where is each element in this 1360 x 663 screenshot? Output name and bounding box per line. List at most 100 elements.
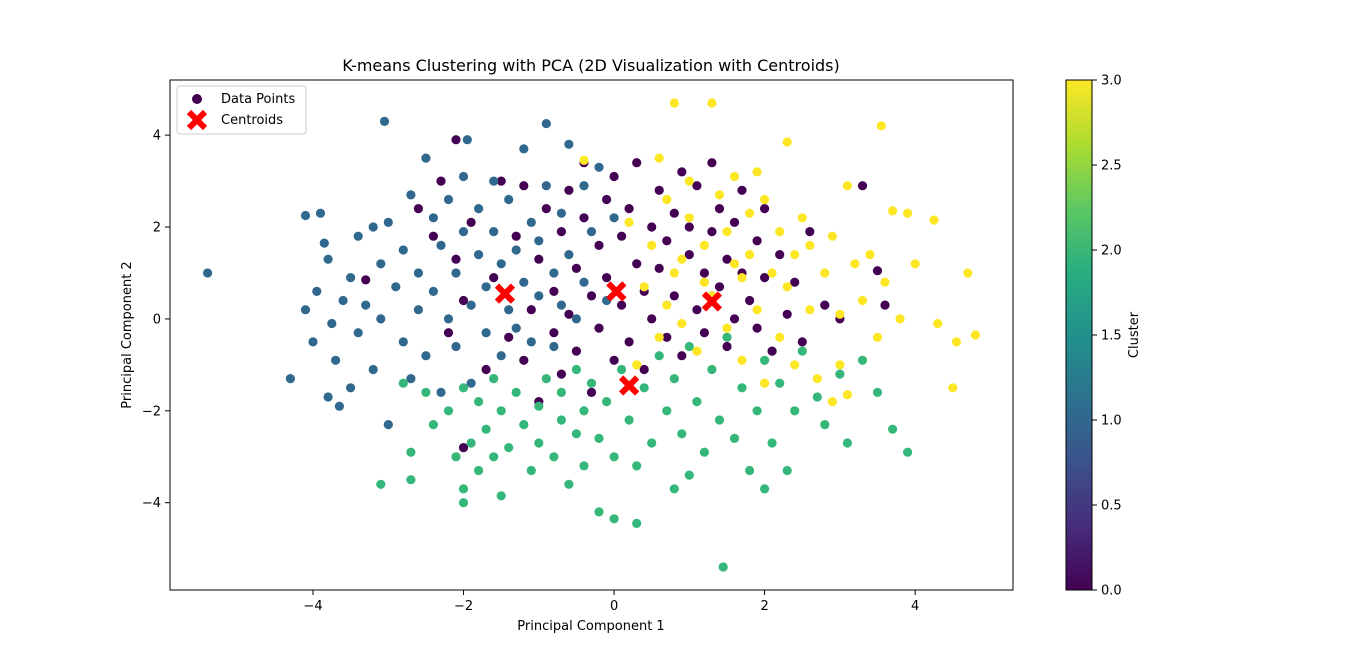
colorbar-tick-label: 0.0	[1101, 584, 1122, 599]
centroid-marker	[701, 291, 723, 312]
data-point	[669, 268, 679, 278]
data-point	[406, 475, 416, 485]
data-point	[639, 364, 649, 375]
data-point	[556, 387, 567, 397]
data-point	[624, 337, 634, 347]
data-point	[511, 231, 521, 241]
data-point	[443, 406, 454, 416]
data-point	[775, 250, 785, 260]
data-point	[602, 273, 612, 283]
y-tick-label: −4	[142, 496, 161, 511]
data-point	[760, 273, 770, 283]
data-point	[564, 139, 574, 149]
data-point	[722, 341, 732, 352]
data-point	[767, 438, 777, 448]
colorbar-tick-label: 2.0	[1101, 244, 1122, 259]
data-point	[443, 328, 454, 338]
data-point	[421, 153, 431, 163]
data-point	[398, 337, 408, 347]
data-point	[662, 194, 672, 205]
data-point	[300, 210, 311, 221]
data-point	[654, 263, 664, 273]
data-point	[406, 190, 416, 200]
data-point	[504, 332, 514, 342]
data-point	[586, 291, 597, 301]
data-point	[571, 364, 582, 375]
data-point	[624, 217, 634, 227]
data-point	[805, 305, 815, 315]
y-tick-label: 0	[153, 312, 161, 327]
data-point	[647, 222, 657, 232]
data-point	[609, 355, 619, 365]
data-point	[903, 208, 913, 218]
data-point	[722, 227, 732, 237]
legend-data-points-marker	[192, 94, 202, 104]
data-point	[729, 217, 740, 227]
data-point	[451, 268, 461, 278]
data-point	[319, 238, 329, 248]
data-point	[654, 185, 664, 195]
data-point	[609, 213, 619, 223]
data-point	[541, 204, 551, 214]
data-point	[790, 250, 800, 260]
data-point	[692, 346, 702, 356]
data-point	[699, 240, 710, 250]
data-point	[526, 305, 536, 315]
data-point	[677, 167, 687, 177]
data-point	[707, 227, 717, 237]
data-point	[805, 240, 815, 250]
data-point	[458, 227, 469, 237]
data-point	[842, 390, 853, 400]
data-point	[722, 254, 732, 264]
data-point	[526, 217, 536, 227]
data-point	[707, 158, 717, 168]
data-point	[579, 155, 589, 165]
data-point	[820, 268, 830, 278]
data-point	[496, 176, 506, 186]
data-point	[707, 98, 717, 108]
data-point	[383, 217, 393, 227]
data-point	[790, 406, 800, 416]
data-point	[458, 295, 469, 306]
data-point	[805, 227, 815, 237]
data-point	[790, 360, 800, 370]
data-point	[458, 484, 469, 494]
data-point	[722, 332, 732, 342]
data-point	[880, 277, 890, 287]
data-point	[684, 341, 694, 352]
data-point	[398, 378, 408, 388]
data-point	[729, 433, 740, 443]
data-point	[617, 364, 627, 375]
colorbar-tick-label: 1.5	[1101, 329, 1122, 344]
data-point	[692, 305, 702, 315]
legend: Data Points Centroids	[176, 85, 307, 135]
data-point	[338, 295, 348, 306]
data-point	[534, 401, 544, 411]
data-point	[662, 332, 672, 342]
data-point	[413, 305, 423, 315]
legend-centroid-x	[186, 109, 208, 131]
data-point	[481, 328, 491, 338]
data-point	[647, 438, 657, 448]
legend-centroids-label: Centroids	[221, 113, 283, 128]
data-point	[534, 438, 544, 448]
data-point	[760, 204, 770, 214]
data-point	[466, 217, 476, 227]
data-point	[876, 121, 886, 131]
x-tick-label: 0	[610, 599, 618, 614]
data-point	[300, 305, 311, 315]
x-axis-label: Principal Component 1	[517, 619, 664, 634]
x-tick-label: −4	[303, 599, 322, 614]
data-point	[406, 447, 416, 457]
data-point	[910, 259, 920, 269]
data-point	[775, 378, 785, 388]
data-point	[888, 424, 898, 434]
data-point	[729, 171, 740, 182]
data-point	[474, 397, 484, 407]
data-point	[617, 231, 627, 241]
data-point	[327, 318, 337, 329]
data-point	[504, 305, 514, 315]
chart-title: K-means Clustering with PCA (2D Visualiz…	[342, 56, 840, 75]
data-point	[797, 213, 807, 223]
legend-data-points-label: Data Points	[221, 92, 295, 107]
